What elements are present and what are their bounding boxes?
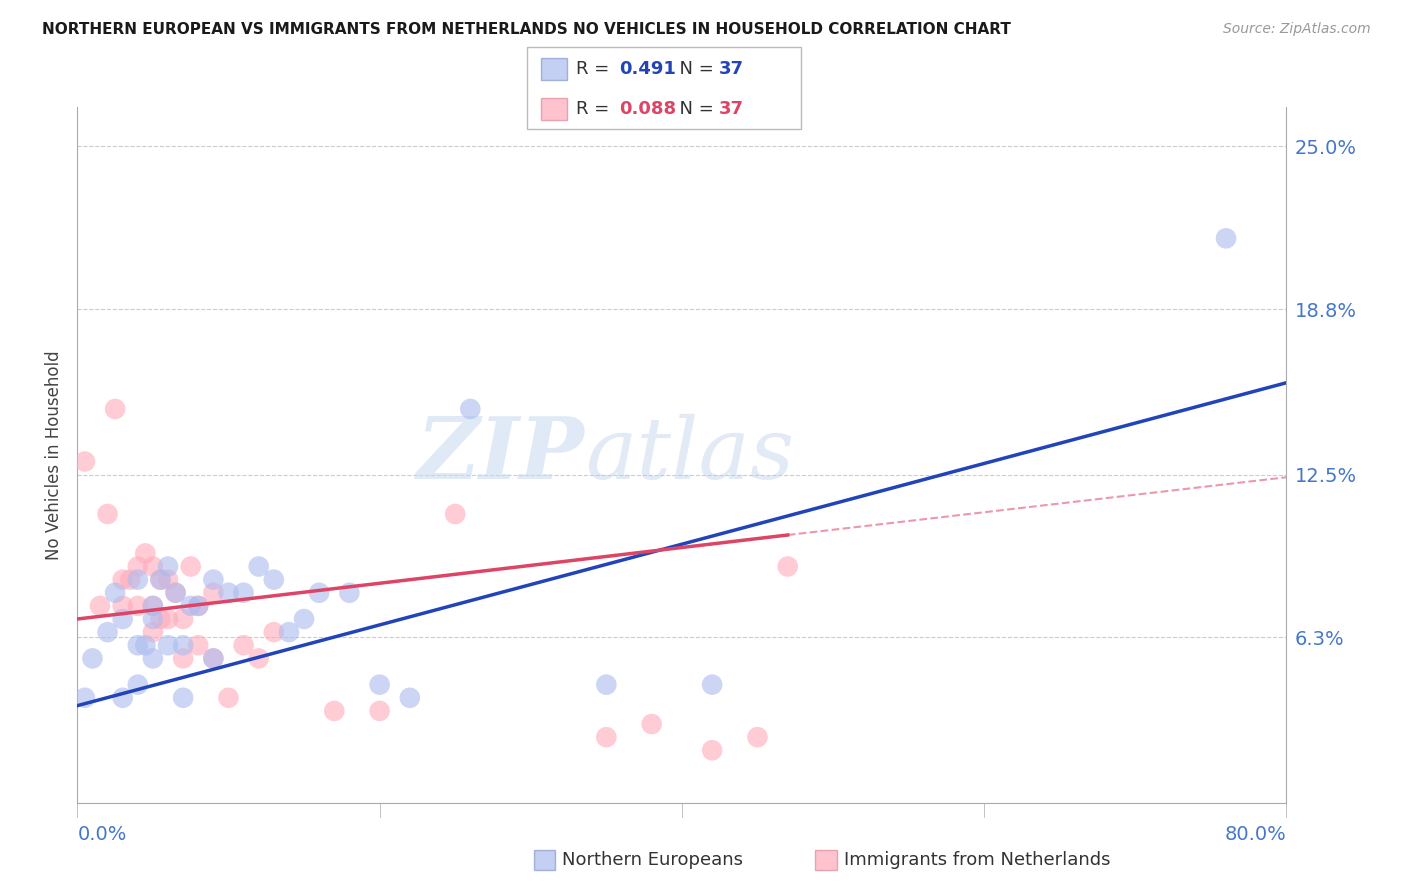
Point	[202, 586, 225, 600]
Text: N =: N =	[668, 100, 720, 119]
Point	[104, 586, 127, 600]
Text: R =: R =	[576, 100, 616, 119]
Point	[172, 690, 194, 705]
Point	[187, 638, 209, 652]
Point	[89, 599, 111, 613]
Point	[187, 599, 209, 613]
Point	[202, 573, 225, 587]
Point	[157, 638, 180, 652]
Point	[142, 559, 165, 574]
Point	[172, 612, 194, 626]
Point	[127, 678, 149, 692]
Point	[747, 730, 769, 744]
Point	[73, 454, 96, 468]
Point	[180, 599, 202, 613]
Point	[247, 559, 270, 574]
Point	[292, 612, 315, 626]
Point	[142, 625, 165, 640]
Point	[142, 651, 165, 665]
Point	[278, 625, 301, 640]
Point	[96, 625, 118, 640]
Point	[165, 586, 187, 600]
Point	[157, 612, 180, 626]
Point	[399, 690, 422, 705]
Point	[247, 651, 270, 665]
Point	[96, 507, 118, 521]
Point	[142, 599, 165, 613]
Text: 0.088: 0.088	[619, 100, 676, 119]
Text: R =: R =	[576, 60, 616, 78]
Point	[111, 599, 134, 613]
Text: NORTHERN EUROPEAN VS IMMIGRANTS FROM NETHERLANDS NO VEHICLES IN HOUSEHOLD CORREL: NORTHERN EUROPEAN VS IMMIGRANTS FROM NET…	[42, 22, 1011, 37]
Point	[111, 690, 134, 705]
Text: 80.0%: 80.0%	[1225, 825, 1286, 844]
Point	[149, 573, 172, 587]
Point	[111, 612, 134, 626]
Point	[82, 651, 104, 665]
Point	[202, 651, 225, 665]
Text: Source: ZipAtlas.com: Source: ZipAtlas.com	[1223, 22, 1371, 37]
Point	[165, 586, 187, 600]
Text: 37: 37	[718, 100, 744, 119]
Text: N =: N =	[668, 60, 720, 78]
Point	[157, 559, 180, 574]
Point	[595, 730, 617, 744]
Point	[180, 559, 202, 574]
Point	[149, 573, 172, 587]
Point	[308, 586, 330, 600]
Text: atlas: atlas	[585, 414, 794, 496]
Point	[157, 573, 180, 587]
Point	[172, 651, 194, 665]
Point	[702, 743, 724, 757]
Point	[127, 599, 149, 613]
Point	[776, 559, 799, 574]
Point	[218, 586, 240, 600]
Y-axis label: No Vehicles in Household: No Vehicles in Household	[45, 350, 63, 560]
Point	[337, 586, 360, 600]
Point	[202, 651, 225, 665]
Point	[120, 573, 142, 587]
Point	[702, 678, 724, 692]
Point	[134, 546, 156, 560]
Point	[263, 625, 285, 640]
Point	[127, 638, 149, 652]
Point	[142, 612, 165, 626]
Point	[323, 704, 346, 718]
Point	[127, 559, 149, 574]
Point	[444, 507, 467, 521]
Point	[172, 638, 194, 652]
Point	[127, 573, 149, 587]
Point	[134, 638, 156, 652]
Text: Immigrants from Netherlands: Immigrants from Netherlands	[844, 851, 1111, 869]
Point	[187, 599, 209, 613]
Point	[111, 573, 134, 587]
Text: 37: 37	[718, 60, 744, 78]
Point	[368, 704, 391, 718]
Point	[368, 678, 391, 692]
Point	[218, 690, 240, 705]
Point	[1215, 231, 1237, 245]
Point	[263, 573, 285, 587]
Point	[232, 638, 254, 652]
Point	[641, 717, 664, 731]
Point	[149, 612, 172, 626]
Point	[104, 401, 127, 416]
Point	[232, 586, 254, 600]
Text: 0.0%: 0.0%	[77, 825, 127, 844]
Point	[458, 401, 481, 416]
Text: Northern Europeans: Northern Europeans	[562, 851, 744, 869]
Point	[595, 678, 617, 692]
Text: ZIP: ZIP	[418, 413, 585, 497]
Text: 0.491: 0.491	[619, 60, 675, 78]
Point	[142, 599, 165, 613]
Point	[73, 690, 96, 705]
